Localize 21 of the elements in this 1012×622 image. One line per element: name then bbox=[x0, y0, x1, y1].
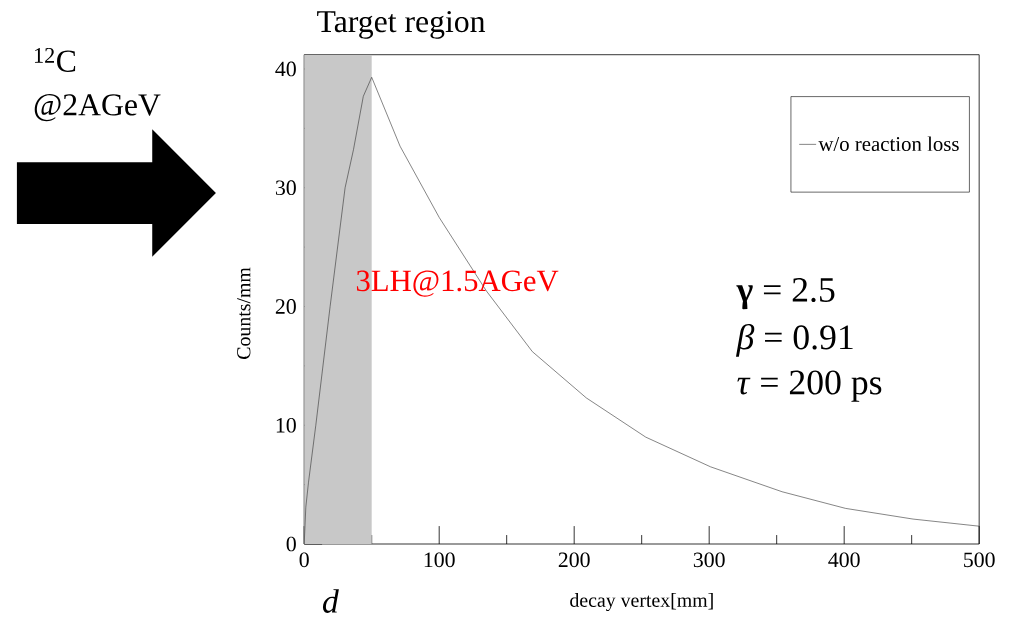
x-tick-label: 100 bbox=[424, 552, 455, 568]
x-tick-label: 0 bbox=[299, 552, 309, 568]
x-tick-label: 400 bbox=[828, 552, 860, 568]
y-tick-label: 20 bbox=[275, 299, 296, 314]
annotation: 3LH@1.5AGeV bbox=[356, 270, 559, 297]
legend-label: w/o reaction loss bbox=[818, 136, 959, 152]
band-label: Target region bbox=[317, 10, 486, 39]
x-tick-label: 200 bbox=[558, 552, 590, 568]
x-tick-label: 500 bbox=[964, 552, 995, 568]
text: d bbox=[322, 589, 339, 613]
annotation: β = 0.91 bbox=[735, 323, 853, 357]
y-tick-label: 10 bbox=[276, 417, 296, 433]
x-tick-label: 300 bbox=[693, 552, 725, 568]
annotation: γ = 2.5 bbox=[736, 277, 835, 310]
y-axis-title: Counts/mm bbox=[237, 267, 251, 359]
y-tick-label: 0 bbox=[286, 536, 296, 552]
y-tick-label: 30 bbox=[275, 180, 296, 196]
y-tick-label: 40 bbox=[275, 61, 296, 77]
text: $^{12}$C @2AGeV bbox=[34, 47, 161, 122]
annotation: τ = 200 ps bbox=[737, 370, 882, 402]
x-axis-title: decay vertex[mm] bbox=[570, 593, 713, 612]
